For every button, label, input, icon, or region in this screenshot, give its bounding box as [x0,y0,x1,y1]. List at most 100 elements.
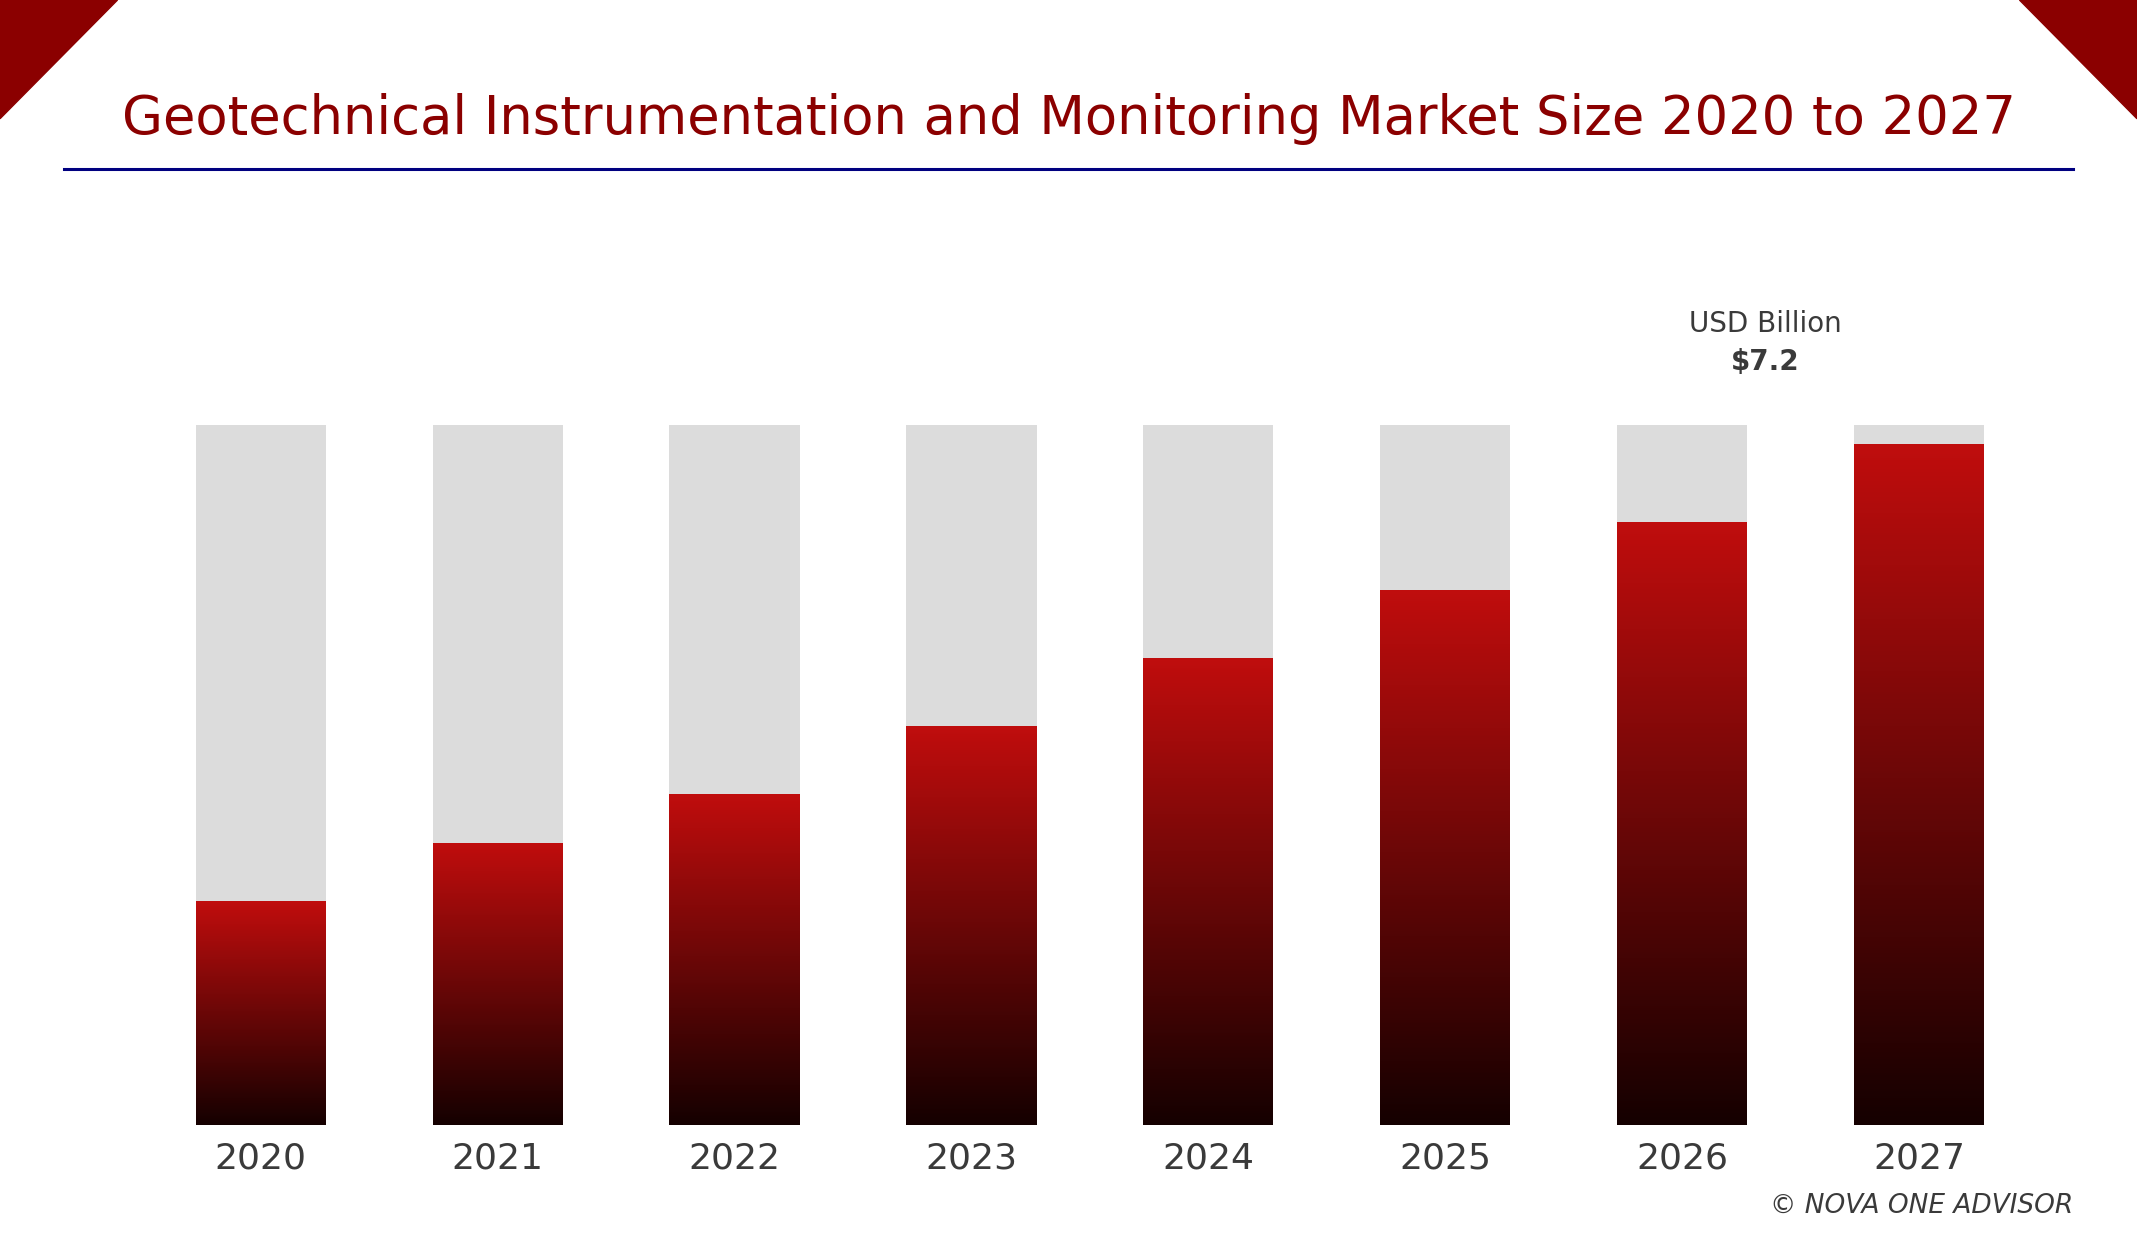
Bar [906,1060,1036,1061]
Bar [1853,504,1983,506]
Text: © NOVA ONE ADVISOR: © NOVA ONE ADVISOR [1769,1192,2073,1219]
Bar [906,738,1036,739]
Bar [1618,725,1748,728]
Bar [1853,481,1983,482]
Bar [1143,951,1274,952]
Bar [1143,900,1274,901]
Bar [1143,936,1274,939]
Bar [1381,670,1511,672]
Bar [1853,549,1983,551]
Bar [1143,941,1274,942]
Bar [1853,860,1983,861]
Bar [1618,534,1748,536]
Bar [1618,699,1748,701]
Bar [1618,878,1748,880]
Bar [1381,900,1511,902]
Bar [906,785,1036,786]
Bar [1618,645,1748,646]
Bar [1381,920,1511,921]
Bar [1381,988,1511,990]
Bar [1853,789,1983,791]
Bar [1381,595,1511,598]
Bar [1853,499,1983,501]
Bar [1143,881,1274,882]
Bar [1853,1122,1983,1125]
Bar [1618,672,1748,675]
Bar [1143,788,1274,789]
Bar [906,1000,1036,1001]
Bar [1381,916,1511,919]
Bar [1853,769,1983,771]
Bar [1143,672,1274,674]
Bar [1618,626,1748,629]
Bar [1853,869,1983,871]
Bar [1618,1026,1748,1029]
Bar [1143,1108,1274,1110]
Bar [1853,703,1983,705]
Bar [1381,701,1511,703]
Bar [906,971,1036,972]
Bar [1618,1046,1748,1049]
Bar [906,1084,1036,1085]
Bar [1143,1104,1274,1105]
Bar [1853,932,1983,935]
Bar [1618,575,1748,576]
Bar [1143,808,1274,809]
Bar [1143,684,1274,685]
Bar [1618,579,1748,580]
Bar [1853,599,1983,601]
Bar [1618,1118,1748,1119]
Bar [1143,1122,1274,1124]
Bar [906,994,1036,995]
Bar [1381,890,1511,891]
Bar [1618,536,1748,539]
Bar [1618,956,1748,959]
Bar [1143,980,1274,982]
Bar [1143,1049,1274,1050]
Bar [1381,848,1511,849]
Bar [906,761,1036,762]
Bar [1381,1101,1511,1104]
Bar [1143,719,1274,720]
Bar [1618,665,1748,668]
Bar [1618,785,1748,788]
Bar [1618,944,1748,946]
Bar [906,764,1036,765]
Bar [1853,524,1983,526]
Bar [1381,881,1511,882]
Bar [1853,950,1983,952]
Bar [1853,819,1983,821]
Bar [1853,460,1983,462]
Bar [1853,590,1983,592]
Bar [1853,812,1983,814]
Bar [906,1108,1036,1109]
Bar [906,1092,1036,1095]
Bar [1853,1114,1983,1116]
Bar [906,1048,1036,1049]
Bar [1618,678,1748,679]
Bar [1618,625,1748,626]
Bar [1143,755,1274,756]
Bar [1381,602,1511,605]
Bar [906,955,1036,956]
Bar [1618,566,1748,569]
Bar [1853,1119,1983,1120]
Bar [1853,914,1983,916]
Bar [1618,565,1748,566]
Bar [1618,701,1748,703]
Bar [1381,711,1511,714]
Bar [1853,568,1983,569]
Bar [1853,1041,1983,1044]
Bar [1381,724,1511,726]
Bar [1853,531,1983,532]
Bar [1618,671,1748,672]
Bar [906,1003,1036,1004]
Bar [1853,764,1983,766]
Bar [906,829,1036,830]
Bar [1618,524,1748,526]
Bar [1143,909,1274,910]
Bar [1618,425,1748,522]
Bar [1618,540,1748,542]
Bar [906,1068,1036,1069]
Bar [1143,800,1274,801]
